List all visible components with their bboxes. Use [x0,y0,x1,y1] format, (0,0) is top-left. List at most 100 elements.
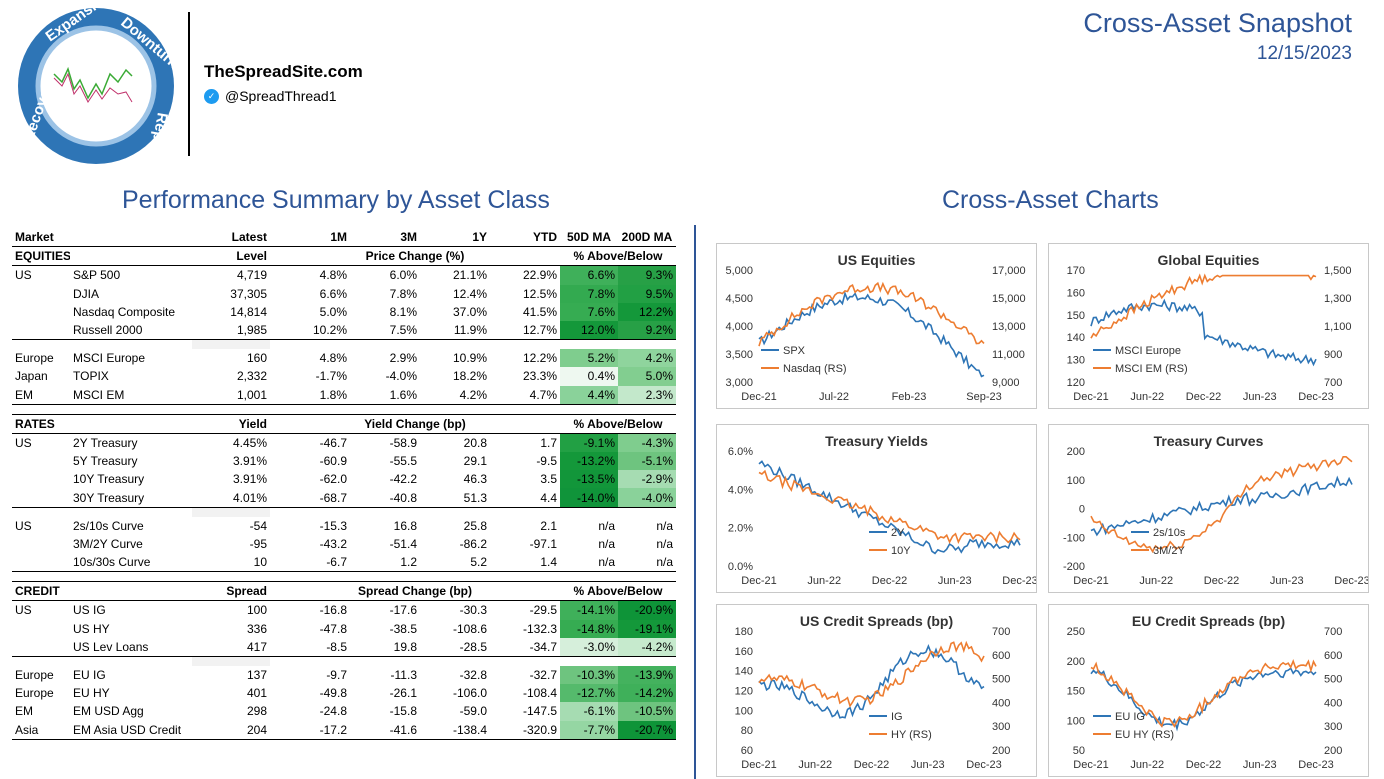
change-ytd-cell: 2.1 [540,518,557,533]
market-cell: Europe [15,686,54,701]
table-row[interactable]: US US IG 100 -16.8 -17.6 -30.3 -29.5 -14.1% -20.… [12,600,676,620]
y-tick-right: 700 [992,626,1010,638]
table-row[interactable]: Europe EU IG 137 -9.7 -11.3 -32.8 -32.7 -10.3% -… [12,665,676,685]
market-cell [12,535,70,553]
change-1y-cell: 29.1 [463,454,487,469]
legend-label: 10Y [891,545,911,557]
y-tick-right: 600 [992,650,1010,662]
spacer-cell [490,572,560,582]
chart-title: Global Equities [1157,252,1260,268]
spacer-cell [270,404,350,414]
table-row[interactable]: Japan TOPIX 2,332 -1.7% -4.0% 18.2% 23.3% 0.4% 5… [12,367,676,386]
table-row[interactable]: Europe MSCI Europe 160 4.8% 2.9% 10.9% 12.2% 5.… [12,349,676,368]
spacer-cell [192,507,270,517]
y-tick-left: 150 [1067,310,1085,322]
section-blank [70,246,192,267]
change-1m-cell: -68.7 [270,488,350,508]
change-ytd-cell: 12.2% [522,351,557,366]
y-tick-right: 15,000 [992,293,1026,305]
spacer-cell [618,507,676,517]
ma200-cell: 9.5% [618,284,676,303]
series-line [1090,667,1317,732]
change-ytd-cell: 41.5% [522,304,557,319]
table-row[interactable]: US 2Y Treasury 4.45% -46.7 -58.9 20.8 1.7 -9.1%… [12,433,676,453]
series-line [758,290,985,378]
change-3m-cell: 19.8 [350,637,420,657]
table-row[interactable]: EM EM USD Agg 298 -24.8 -15.8 -59.0 -147.5 -6.1… [12,702,676,721]
x-tick: Jun-23 [1243,391,1277,403]
table-row[interactable]: US 2s/10s Curve -54 -15.3 16.8 25.8 2.1 n/a n/a [12,517,676,535]
table-row[interactable]: 10Y Treasury 3.91% -62.0 -42.2 46.3 3.5 -13.5%… [12,470,676,489]
twitter-handle[interactable]: ✓ @SpreadThread1 [204,88,337,104]
section-change-label: Yield Change (bp) [270,413,560,434]
table-row[interactable]: Europe EU HY 401 -49.8 -26.1 -106.0 -108.4 -12.… [12,684,676,703]
latest-cell: 14,814 [230,304,267,319]
spacer-cell [420,507,490,517]
ma50-cell: 12.0% [560,320,618,341]
ma50-cell: -14.0% [560,488,618,508]
ma50-cell: -13.5% [560,470,618,489]
change-ytd-cell: -132.3 [522,621,557,636]
table-row[interactable]: US HY 336 -47.8 -38.5 -108.6 -132.3 -14.8% -19.… [12,619,676,638]
y-tick-left: 200 [1067,446,1085,458]
latest-cell: 4,719 [236,268,267,283]
change-1y-cell: 51.3 [420,488,490,508]
change-3m-cell: 6.0% [389,268,417,283]
table-row[interactable]: US S&P 500 4,719 4.8% 6.0% 21.1% 22.9% 6.6% 9.3% [12,265,676,285]
table-row[interactable]: Russell 2000 1,985 10.2% 7.5% 11.9% 12.7% 12.0… [12,320,676,341]
y-tick-right: 200 [992,745,1010,757]
legend-label: Nasdaq (RS) [783,363,847,375]
latest-cell: 3.91% [232,472,267,487]
name-cell: US HY [73,621,110,636]
table-row[interactable]: DJIA 37,305 6.6% 7.8% 12.4% 12.5% 7.8% 9.5% [12,284,676,303]
table-row[interactable]: 3M/2Y Curve -95 -43.2 -51.4 -86.2 -97.1 n/a n/a [12,535,676,553]
table-spacer [12,572,676,582]
table-spacer [12,507,676,517]
name-cell: DJIA [73,286,100,301]
spacer-cell [420,572,490,582]
legend-label: EU HY (RS) [1115,729,1174,741]
latest-cell: 298 [246,704,267,719]
x-tick: Jun-23 [938,575,972,587]
change-ytd-cell: 4.7% [490,385,560,405]
latest-cell: 204 [192,720,270,740]
spacer-cell [12,404,70,414]
site-name[interactable]: TheSpreadSite.com [204,62,363,81]
market-cell [12,553,70,573]
x-tick: Dec-21 [741,759,776,771]
change-1m-cell: -17.2 [270,720,350,740]
table-row[interactable]: 30Y Treasury 4.01% -68.7 -40.8 51.3 4.4 -14.0%… [12,488,676,508]
change-3m-cell: -38.5 [389,621,417,636]
change-ytd-cell: -320.9 [490,720,560,740]
latest-cell: 4.45% [232,435,267,450]
change-1m-cell: -9.7 [326,668,347,683]
market-cell [12,620,70,638]
ma200-cell: n/a [656,536,673,551]
market-cell [12,470,70,488]
table-row[interactable]: 10s/30s Curve 10 -6.7 1.2 5.2 1.4 n/a n/a [12,553,676,573]
chart-title: Treasury Yields [825,433,928,449]
name-cell: 5Y Treasury [73,454,138,469]
column-header: 200D MA [618,228,676,248]
name-cell: TOPIX [73,369,109,384]
change-3m-cell: -4.0% [385,369,417,384]
change-3m-cell: -15.8 [389,704,417,719]
y-tick-right: 200 [1324,745,1342,757]
spacer-cell [618,656,676,666]
table-row[interactable]: US Lev Loans 417 -8.5 19.8 -28.5 -34.7 -3.0% -4… [12,637,676,657]
table-row[interactable]: 5Y Treasury 3.91% -60.9 -55.5 29.1 -9.5 -13.2%… [12,452,676,471]
section-name: EQUITIES [12,246,70,267]
table-row[interactable]: EM MSCI EM 1,001 1.8% 1.6% 4.2% 4.7% 4.4% 2.3% [12,385,676,405]
change-3m-cell: -58.9 [389,435,417,450]
table-row[interactable]: Nasdaq Composite 14,814 5.0% 8.1% 37.0% 41.5%… [12,302,676,321]
legend-label: MSCI EM (RS) [1115,363,1188,375]
spacer-cell [420,656,490,666]
y-tick-right: 13,000 [992,321,1026,333]
ma50-cell: 7.8% [560,284,618,303]
x-tick: Jun-23 [1243,759,1277,771]
change-3m-cell: -26.1 [389,686,417,701]
change-3m-cell: 7.5% [350,320,420,341]
spacer-cell [70,507,192,517]
table-row[interactable]: Asia EM Asia USD Credit 204 -17.2 -41.6 -138.… [12,720,676,740]
spacer-cell [420,404,490,414]
